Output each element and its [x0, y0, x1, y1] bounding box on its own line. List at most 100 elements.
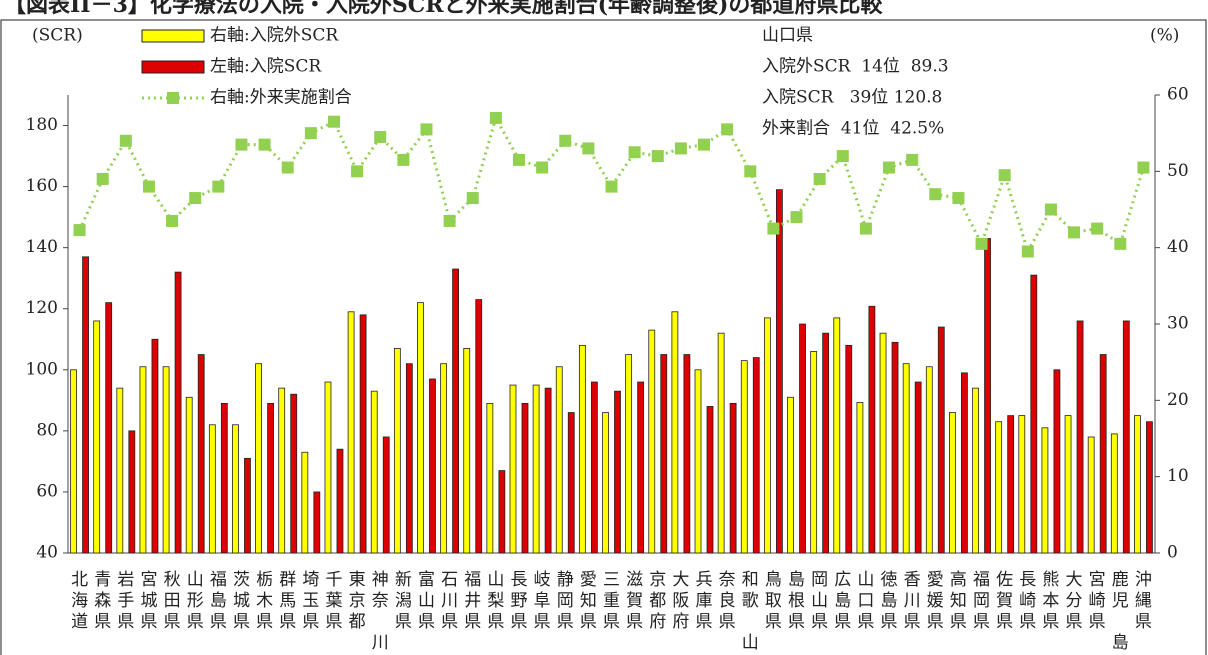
annotation: 入院SCR 39位 120.8 — [762, 88, 942, 108]
frame — [0, 19, 1207, 655]
bar — [925, 366, 933, 554]
x-tick-label: 山形県 — [187, 570, 204, 632]
y2-tick-label: 0 — [1167, 543, 1178, 563]
x-tick-label: 宮崎県 — [1089, 570, 1106, 632]
bar — [162, 366, 170, 554]
bar — [498, 470, 506, 554]
bar — [255, 363, 262, 554]
line-marker — [952, 192, 965, 205]
bar — [660, 354, 668, 554]
bar — [937, 326, 945, 554]
bar — [532, 384, 540, 554]
bar — [382, 436, 390, 554]
bar — [267, 402, 274, 554]
x-tick-label: 大阪府 — [672, 570, 689, 632]
x-tick-label: 長崎県 — [1019, 570, 1036, 632]
bar — [174, 271, 182, 554]
bar — [313, 491, 321, 554]
bar — [139, 366, 147, 554]
x-tick-label: 佐賀県 — [996, 570, 1013, 632]
line-marker — [883, 161, 896, 174]
bar — [787, 396, 794, 554]
annotation: 外来割合 41位 42.5% — [762, 119, 944, 139]
x-tick-label: 群馬県 — [279, 570, 296, 632]
line-marker — [281, 161, 294, 174]
line-marker — [327, 115, 340, 128]
x-tick-label: 島根県 — [788, 570, 805, 632]
line-marker — [651, 150, 664, 163]
y2-tick-label: 40 — [1167, 237, 1189, 257]
bar — [706, 406, 714, 554]
bar — [290, 393, 298, 554]
line-marker — [790, 211, 803, 224]
bar — [1053, 369, 1061, 554]
line-marker — [304, 127, 317, 140]
line-marker — [975, 237, 988, 250]
bar — [984, 238, 991, 554]
bar — [845, 344, 853, 554]
line-marker — [859, 222, 872, 235]
bar — [614, 390, 621, 554]
y2-axis-label: (%) — [1150, 26, 1179, 46]
legend-label: 左軸:入院SCR — [210, 57, 322, 77]
bar — [232, 424, 239, 554]
x-tick-label: 福岡県 — [973, 570, 990, 632]
line-marker — [443, 214, 456, 227]
legend-swatch — [167, 92, 179, 104]
bar — [1018, 415, 1026, 554]
bar — [752, 357, 760, 554]
y-tick-label: 60 — [36, 481, 58, 501]
x-tick-label: 沖縄県 — [1135, 570, 1152, 632]
bar — [1007, 415, 1015, 554]
bar — [683, 354, 691, 554]
bar — [717, 332, 725, 554]
x-tick-label: 熊本県 — [1042, 570, 1059, 632]
bar — [116, 387, 124, 554]
bar — [995, 421, 1003, 554]
bar — [949, 412, 956, 554]
bar — [128, 430, 136, 554]
x-tick-label: 三重県 — [603, 570, 620, 632]
bar — [578, 344, 586, 554]
y-tick-label: 140 — [26, 237, 58, 257]
bar — [914, 381, 922, 554]
legend-swatch — [141, 60, 205, 74]
line-marker — [212, 180, 225, 193]
x-tick-label: 東京都 — [349, 570, 366, 632]
bar — [544, 387, 552, 554]
x-tick-label: 秋田県 — [164, 570, 181, 632]
x-tick-label: 福井県 — [464, 570, 481, 632]
x-tick-label: 茨城県 — [233, 570, 250, 632]
x-tick-label: 高知県 — [950, 570, 967, 632]
bar — [555, 366, 563, 554]
line-marker — [258, 138, 271, 151]
bar — [301, 451, 309, 554]
line-marker — [73, 224, 86, 237]
bar — [671, 311, 679, 554]
line-marker — [374, 130, 387, 143]
bar — [625, 354, 633, 554]
x-tick-label: 広島県 — [834, 570, 851, 632]
bar — [740, 360, 748, 554]
line-marker — [96, 172, 109, 185]
bar — [1146, 421, 1153, 554]
bar — [347, 311, 355, 554]
bar — [856, 402, 864, 554]
bar — [1087, 436, 1095, 554]
line-marker — [813, 172, 826, 185]
line-marker — [1114, 237, 1127, 250]
bar — [151, 338, 159, 554]
x-tick-label: 千葉県 — [325, 570, 342, 632]
x-tick-label: 埼玉県 — [302, 570, 319, 632]
bar — [763, 317, 771, 554]
y-tick-label: 120 — [26, 298, 58, 318]
y2-tick-label: 30 — [1167, 314, 1189, 334]
line-marker — [698, 138, 711, 151]
bar — [429, 378, 436, 554]
x-tick-label: 和歌山県 — [742, 570, 759, 655]
bar — [961, 372, 968, 554]
x-tick-label: 福島県 — [210, 570, 227, 632]
line-marker — [142, 180, 155, 193]
bar — [185, 396, 193, 554]
legend-label: 右軸:入院外SCR — [210, 26, 339, 46]
